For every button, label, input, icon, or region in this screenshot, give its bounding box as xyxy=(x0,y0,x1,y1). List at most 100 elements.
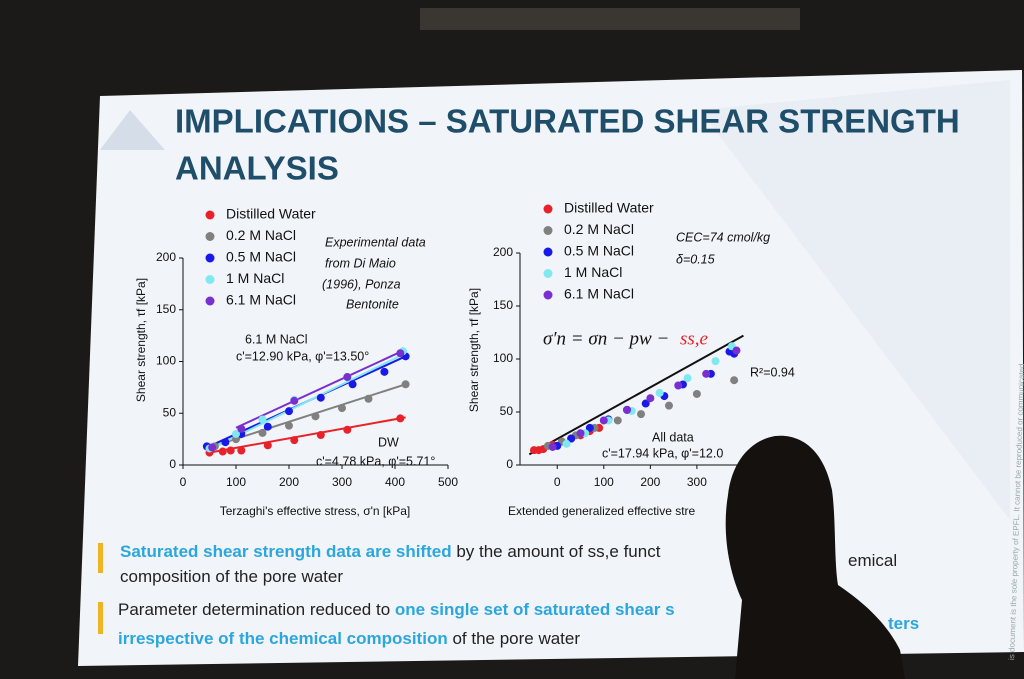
data-point xyxy=(285,407,293,416)
data-point xyxy=(237,446,246,455)
data-point xyxy=(343,425,352,434)
data-point xyxy=(396,349,405,358)
data-point xyxy=(683,374,692,383)
x-tick-label: 100 xyxy=(594,475,614,489)
data-point xyxy=(692,389,701,398)
x-tick-label: 100 xyxy=(226,475,246,489)
legend-label: 0.2 M NaCl xyxy=(226,227,296,243)
bullet-text: Saturated shear strength data are shifte… xyxy=(120,542,661,561)
data-point xyxy=(380,367,389,376)
data-point xyxy=(343,373,352,382)
legend-marker xyxy=(543,290,553,300)
data-point xyxy=(585,423,594,432)
x-tick-label: 200 xyxy=(640,475,660,489)
legend-label: 1 M NaCl xyxy=(564,264,622,280)
y-tick-label: 200 xyxy=(493,245,513,259)
data-point xyxy=(674,381,683,390)
data-point xyxy=(232,429,240,438)
data-point xyxy=(711,357,720,366)
data-point xyxy=(637,410,646,419)
annotation: c'=4.78 kPa, φ'=5.71° xyxy=(316,454,435,468)
annotation: R²=0.94 xyxy=(750,365,795,379)
y-tick-label: 100 xyxy=(493,351,513,365)
data-point xyxy=(646,394,655,403)
bullet-text-part: Parameter determination reduced to xyxy=(118,600,395,619)
ceiling-vent xyxy=(420,8,800,30)
bullet-text-part: of the pore water xyxy=(448,629,581,648)
bullet-text: ters xyxy=(888,614,919,633)
fit-line xyxy=(235,352,399,429)
y-tick-label: 150 xyxy=(156,302,176,316)
y-tick-label: 0 xyxy=(169,457,176,471)
annotation: 6.1 M NaCl xyxy=(245,332,308,346)
annotation: c'=12.90 kPa, φ'=13.50° xyxy=(236,349,369,363)
data-point xyxy=(290,396,299,405)
y-tick-label: 150 xyxy=(493,298,513,312)
slide-title: IMPLICATIONS – SATURATED SHEAR STRENGTH xyxy=(175,103,960,140)
legend-label: 0.5 M NaCl xyxy=(564,243,634,259)
legend-label: 6.1 M NaCl xyxy=(226,292,296,308)
bullet-marker xyxy=(98,543,103,573)
bullet-text-part: by the amount of ss,e funct xyxy=(452,542,661,561)
annotation: DW xyxy=(378,435,399,449)
bullet-text: irrespective of the chemical composition… xyxy=(118,629,580,648)
data-point xyxy=(311,412,320,421)
y-tick-label: 0 xyxy=(506,457,513,471)
data-point xyxy=(641,399,650,408)
presenter-silhouette xyxy=(725,435,905,679)
y-tick-label: 200 xyxy=(156,250,176,264)
legend-label: 0.5 M NaCl xyxy=(226,249,296,265)
bullet-text-part: Saturated shear strength data are shifte… xyxy=(120,542,452,561)
x-axis-label: Extended generalized effective stre xyxy=(508,504,696,518)
y-axis-label: Shear strength, τf [kPa] xyxy=(467,288,481,412)
data-point xyxy=(208,443,217,452)
data-point xyxy=(285,421,293,430)
bullet-text-part: ters xyxy=(888,614,919,633)
legend-marker xyxy=(543,226,553,235)
data-point xyxy=(567,434,576,443)
legend-marker xyxy=(543,269,553,278)
data-point xyxy=(732,346,741,355)
legend-label: Distilled Water xyxy=(564,200,654,216)
bullet-text-part: emical xyxy=(848,551,897,570)
legend-marker xyxy=(205,275,215,284)
y-tick-label: 50 xyxy=(500,404,514,418)
legend-label: Distilled Water xyxy=(226,206,316,222)
legend-marker xyxy=(205,232,215,241)
annotation: Bentonite xyxy=(346,297,399,311)
equation: ss,e xyxy=(680,328,708,349)
data-point xyxy=(562,439,571,448)
y-tick-label: 100 xyxy=(156,354,176,368)
legend-label: 1 M NaCl xyxy=(226,270,284,286)
data-point xyxy=(237,424,246,433)
legend-label: 0.2 M NaCl xyxy=(564,221,634,237)
annotation: (1996), Ponza xyxy=(322,277,401,291)
annotation: c'=17.94 kPa, φ'=12.0 xyxy=(602,446,723,460)
bullet-text-part: one single set of saturated shear s xyxy=(395,600,675,619)
x-tick-label: 200 xyxy=(279,475,299,489)
bullet-text: emical xyxy=(848,551,897,570)
equation: σ′n = σn − pw − xyxy=(543,328,669,349)
data-point xyxy=(599,416,608,425)
x-tick-label: 400 xyxy=(385,475,405,489)
bullet-text: Parameter determination reduced to one s… xyxy=(118,600,675,619)
data-point xyxy=(702,369,711,378)
legend-marker xyxy=(205,296,215,306)
data-point xyxy=(613,416,622,425)
data-point xyxy=(655,388,664,397)
x-axis-label: Terzaghi's effective stress, σ'n [kPa] xyxy=(220,504,411,518)
fit-line xyxy=(528,334,744,456)
bullet-text-part: irrespective of the chemical composition xyxy=(118,629,448,648)
data-point xyxy=(316,393,325,402)
data-point xyxy=(221,438,230,447)
data-point xyxy=(623,405,632,414)
legend-marker xyxy=(205,253,215,263)
legend-marker xyxy=(205,210,215,220)
data-point xyxy=(258,428,267,437)
data-point xyxy=(396,414,405,423)
annotation: δ=0.15 xyxy=(676,252,715,266)
legend-marker xyxy=(543,247,553,257)
annotation: CEC=74 cmol/kg xyxy=(676,230,770,244)
data-point xyxy=(316,430,325,439)
